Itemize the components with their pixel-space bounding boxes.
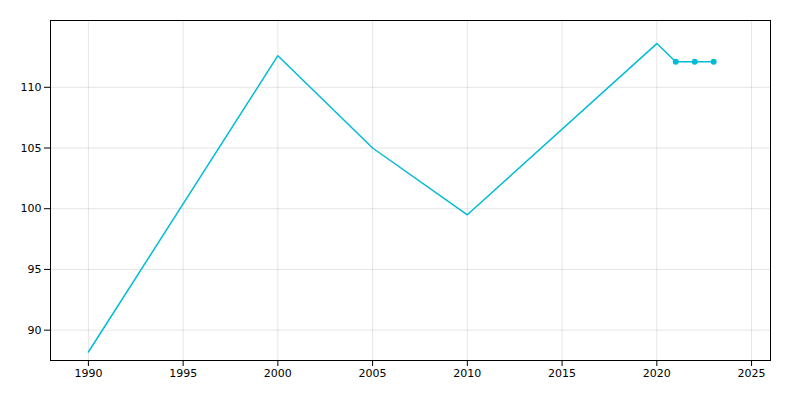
svg-text:90: 90: [28, 324, 42, 337]
svg-text:110: 110: [21, 81, 42, 94]
svg-text:2015: 2015: [548, 367, 576, 380]
svg-text:100: 100: [21, 202, 42, 215]
svg-text:1990: 1990: [74, 367, 102, 380]
svg-text:2005: 2005: [359, 367, 387, 380]
svg-text:2010: 2010: [453, 367, 481, 380]
svg-text:105: 105: [21, 142, 42, 155]
svg-text:1995: 1995: [169, 367, 197, 380]
svg-text:2025: 2025: [738, 367, 766, 380]
svg-text:2000: 2000: [264, 367, 292, 380]
svg-text:95: 95: [28, 263, 42, 276]
svg-text:2020: 2020: [643, 367, 671, 380]
